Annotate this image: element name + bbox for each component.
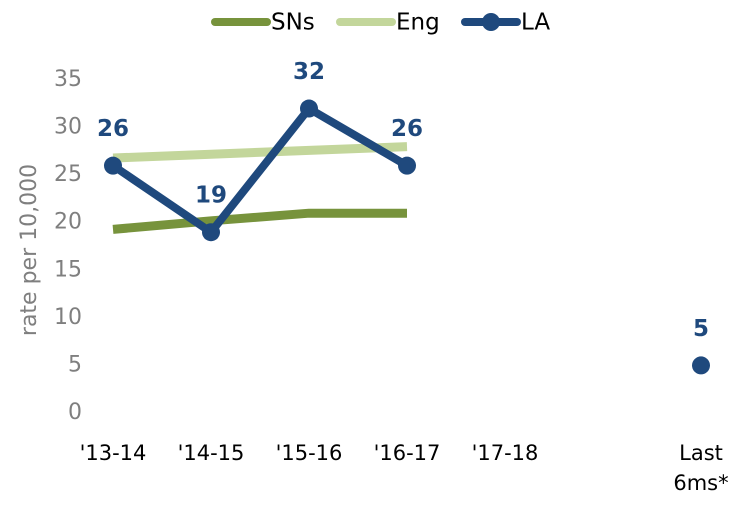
data-label: 32 — [293, 59, 325, 85]
data-label: 26 — [391, 116, 423, 142]
marker — [202, 223, 220, 242]
y-tick-label: 20 — [54, 210, 82, 235]
x-tick-label: '14-15 — [177, 441, 245, 465]
marker — [692, 356, 710, 375]
y-tick-label: 5 — [68, 352, 82, 377]
y-tick-label: 0 — [68, 400, 82, 425]
y-tick-label: 25 — [54, 162, 82, 187]
series-line — [110, 104, 410, 237]
x-tick-label: '16-17 — [373, 441, 441, 465]
legend-label: LA — [521, 10, 550, 36]
data-label: 26 — [97, 116, 129, 142]
x-tick-label: '15-16 — [275, 441, 343, 465]
y-tick-label: 35 — [54, 67, 82, 92]
data-label: 5 — [693, 316, 709, 342]
legend-label: SNs — [271, 10, 315, 36]
legend-label: Eng — [396, 10, 440, 36]
legend-marker — [482, 13, 500, 31]
data-label: 19 — [195, 183, 227, 209]
y-tick-label: 10 — [54, 305, 82, 330]
x-tick-label: '17-18 — [471, 441, 539, 465]
series-line — [112, 142, 408, 163]
series-line — [112, 208, 407, 234]
marker — [398, 156, 416, 175]
y-tick-label: 30 — [54, 115, 82, 140]
marker — [300, 99, 318, 118]
marker — [104, 156, 122, 175]
y-tick-label: 15 — [54, 257, 82, 282]
x-tick-label: '13-14 — [79, 441, 147, 465]
y-axis-label: rate per 10,000 — [17, 164, 42, 336]
x-tick-label: Last 6ms* — [673, 441, 729, 495]
